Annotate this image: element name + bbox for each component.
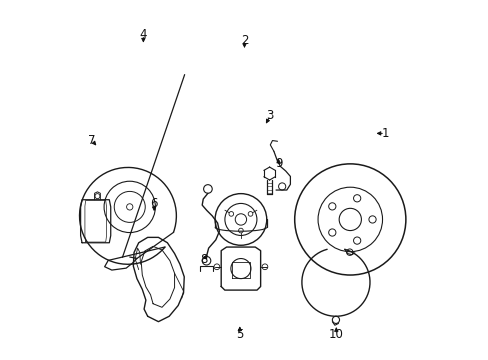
Text: 7: 7 bbox=[88, 134, 96, 147]
Text: 2: 2 bbox=[240, 33, 248, 47]
Text: 9: 9 bbox=[274, 157, 282, 170]
Text: 6: 6 bbox=[150, 197, 158, 210]
Text: 4: 4 bbox=[140, 28, 147, 41]
Text: 3: 3 bbox=[266, 109, 273, 122]
Text: 5: 5 bbox=[236, 328, 243, 341]
Text: 1: 1 bbox=[381, 127, 388, 140]
Text: 8: 8 bbox=[200, 253, 207, 266]
Text: 10: 10 bbox=[328, 328, 343, 341]
